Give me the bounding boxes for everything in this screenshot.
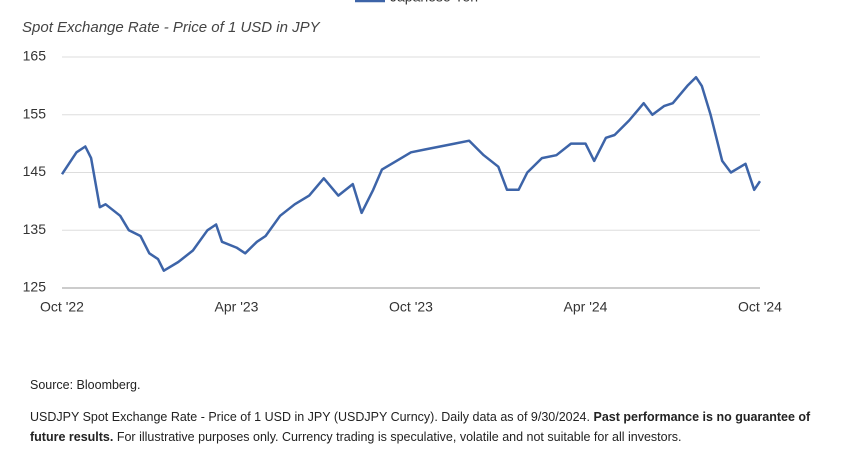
chart-title: Spot Exchange Rate - Price of 1 USD in J… bbox=[22, 19, 321, 36]
x-tick-label: Oct '23 bbox=[389, 299, 433, 315]
legend-label: Japanese Yen bbox=[390, 0, 478, 5]
source: Source: Bloomberg. bbox=[30, 378, 141, 392]
y-tick-label: 135 bbox=[23, 221, 47, 237]
y-tick-label: 125 bbox=[23, 279, 47, 295]
disclaimer: For illustrative purposes only. Currency… bbox=[116, 430, 682, 444]
x-tick-label: Oct '24 bbox=[738, 299, 782, 315]
y-tick-label: 165 bbox=[23, 48, 47, 64]
chart: Spot Exchange Rate - Price of 1 USD in J… bbox=[22, 0, 782, 315]
x-tick-label: Oct '22 bbox=[40, 299, 84, 315]
y-tick-label: 155 bbox=[23, 105, 47, 121]
description: USDJPY Spot Exchange Rate - Price of 1 U… bbox=[30, 410, 590, 424]
y-tick-label: 145 bbox=[23, 163, 47, 179]
x-tick-label: Apr '24 bbox=[564, 299, 608, 315]
footnote: USDJPY Spot Exchange Rate - Price of 1 U… bbox=[30, 407, 840, 447]
x-tick-label: Apr '23 bbox=[215, 299, 259, 315]
notes: Source: Bloomberg. USDJPY Spot Exchange … bbox=[30, 375, 840, 459]
series-line bbox=[60, 75, 762, 272]
disclaimer-bold: Past performance is no guarantee of futu… bbox=[30, 410, 811, 444]
